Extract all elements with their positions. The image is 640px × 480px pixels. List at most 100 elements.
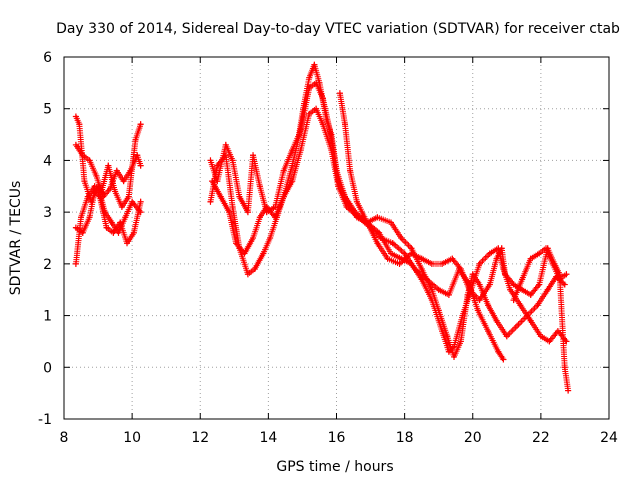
- data-point: [112, 188, 119, 195]
- series-track-9: [510, 245, 570, 304]
- data-point: [355, 214, 362, 221]
- data-point: [86, 214, 93, 221]
- data-point: [347, 167, 354, 174]
- data-point: [236, 193, 243, 200]
- series-markers: [72, 121, 144, 267]
- data-point: [374, 240, 381, 247]
- data-point: [500, 266, 507, 273]
- data-point: [439, 328, 446, 335]
- data-point: [72, 113, 79, 120]
- y-tick-label: 3: [43, 205, 52, 221]
- data-point: [263, 203, 270, 210]
- data-point: [565, 387, 572, 394]
- data-point: [222, 152, 229, 159]
- data-point: [554, 328, 561, 335]
- data-point: [244, 209, 251, 216]
- data-point: [110, 229, 117, 236]
- data-point: [256, 183, 263, 190]
- data-point: [493, 255, 500, 262]
- grid: [64, 57, 609, 419]
- data-point: [260, 250, 267, 257]
- data-point: [289, 147, 296, 154]
- data-point: [226, 209, 233, 216]
- data-point: [280, 193, 287, 200]
- data-point: [132, 136, 139, 143]
- data-point: [106, 185, 113, 192]
- chart-title: Day 330 of 2014, Sidereal Day-to-day VTE…: [56, 21, 620, 37]
- data-point: [556, 276, 563, 283]
- x-tick-label: 10: [123, 430, 141, 446]
- data-point: [130, 229, 137, 236]
- data-point: [297, 147, 304, 154]
- data-point: [408, 245, 415, 252]
- data-point: [411, 266, 418, 273]
- y-tick-label: 2: [43, 257, 52, 273]
- data-point: [388, 250, 394, 257]
- data-point: [398, 235, 405, 241]
- x-tick-label: 12: [191, 430, 209, 446]
- data-point: [408, 250, 415, 257]
- data-point: [233, 240, 240, 247]
- data-point: [389, 240, 396, 247]
- y-axis-label: SDTVAR / TECUs: [8, 181, 24, 296]
- data-point: [122, 214, 129, 221]
- data-point: [229, 157, 236, 164]
- data-point: [428, 260, 435, 267]
- data-point: [72, 260, 79, 267]
- ticks: [63, 56, 610, 420]
- data-point: [561, 364, 568, 371]
- data-point: [335, 183, 342, 190]
- data-point: [527, 291, 534, 298]
- data-point: [534, 302, 541, 309]
- data-point: [445, 291, 452, 298]
- data-point: [289, 178, 296, 185]
- data-point: [207, 157, 214, 164]
- data-point: [439, 260, 446, 267]
- data-point: [544, 286, 551, 293]
- data-point: [542, 245, 549, 252]
- data-point: [108, 219, 115, 226]
- data-point: [76, 121, 83, 128]
- data-point: [86, 157, 93, 164]
- data-point: [519, 286, 526, 293]
- x-tick-label: 24: [600, 430, 618, 446]
- data-point: [81, 178, 88, 185]
- data-point: [311, 61, 318, 68]
- data-point: [493, 317, 500, 324]
- y-tick-label: 0: [43, 360, 52, 376]
- data-point: [519, 276, 526, 283]
- data-point: [306, 74, 313, 81]
- data-point: [244, 271, 251, 278]
- data-point: [485, 328, 492, 335]
- data-point: [423, 276, 430, 283]
- data-point: [342, 121, 349, 128]
- data-point: [502, 271, 509, 278]
- x-tick-label: 8: [60, 430, 69, 446]
- data-point: [137, 162, 144, 169]
- data-point: [326, 126, 333, 133]
- data-point: [336, 90, 343, 97]
- data-point: [536, 250, 543, 257]
- data-point: [280, 167, 287, 174]
- data-point: [267, 235, 274, 241]
- data-point: [256, 214, 263, 221]
- data-point: [428, 286, 435, 293]
- data-layer: [72, 61, 572, 394]
- data-point: [214, 162, 221, 169]
- data-point: [451, 353, 458, 360]
- data-point: [498, 245, 505, 252]
- data-point: [495, 348, 502, 355]
- data-point: [251, 266, 258, 273]
- data-point: [88, 198, 95, 205]
- series-track-4: [72, 113, 144, 236]
- data-point: [466, 286, 473, 293]
- x-tick-label: 20: [464, 430, 482, 446]
- data-point: [527, 255, 534, 262]
- data-point: [222, 141, 229, 148]
- data-point: [313, 105, 320, 112]
- data-point: [444, 333, 451, 340]
- series-track-3: [72, 188, 144, 247]
- data-point: [457, 266, 464, 273]
- data-point: [306, 85, 313, 92]
